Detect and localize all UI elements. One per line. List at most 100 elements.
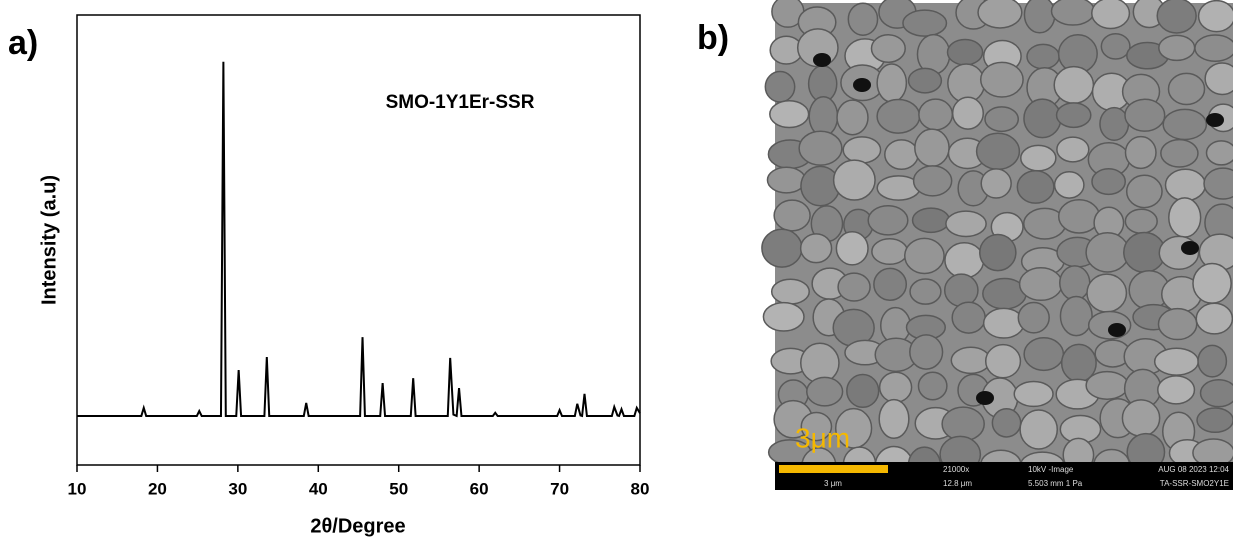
grain (1020, 144, 1057, 172)
info-text: 5.503 mm 1 Pa (1028, 479, 1083, 488)
x-tick-label: 30 (228, 479, 247, 498)
panel-label: a) (8, 24, 38, 62)
grain (798, 130, 843, 166)
grain (1019, 409, 1059, 450)
annotation: SMO-1Y1Er-SSR (386, 92, 535, 113)
grain (1197, 0, 1233, 33)
grain (917, 371, 948, 401)
info-text: TA-SSR-SMO2Y1E (1160, 479, 1229, 488)
grain (1199, 378, 1233, 408)
grain (1050, 0, 1096, 26)
grain (1121, 399, 1161, 437)
grain (943, 273, 979, 308)
grain (1124, 135, 1157, 170)
x-tick-label: 70 (550, 479, 569, 498)
grain (977, 0, 1023, 29)
grain (1018, 267, 1063, 302)
grain (984, 343, 1022, 379)
grain (1124, 208, 1158, 235)
grain (1091, 0, 1131, 30)
sem-image (761, 0, 1233, 485)
pore (1181, 241, 1199, 255)
x-axis-label: 2θ/Degree (310, 515, 405, 537)
grain (876, 98, 921, 134)
grain (867, 204, 909, 236)
grain (1023, 337, 1065, 372)
grain (1086, 273, 1128, 313)
grain (909, 334, 944, 370)
grain (1026, 43, 1060, 70)
panel-label: b) (697, 19, 729, 57)
grain (902, 9, 948, 37)
grain (1125, 174, 1163, 209)
grain (762, 301, 805, 332)
grain (871, 238, 909, 266)
grain (1197, 344, 1228, 378)
info-text: 10kV -Image (1028, 465, 1074, 474)
grain (773, 199, 811, 232)
pore (1206, 113, 1224, 127)
pore (1108, 323, 1126, 337)
grain (912, 165, 953, 197)
grain (1203, 167, 1233, 200)
info-text: 3 μm (824, 479, 842, 488)
grain (1055, 102, 1092, 129)
grain (806, 376, 844, 407)
pore (853, 78, 871, 92)
grain (1053, 171, 1085, 199)
x-tick-label: 10 (68, 479, 87, 498)
grain (835, 231, 869, 266)
grain (991, 408, 1022, 438)
grain (1160, 138, 1199, 168)
grain (975, 132, 1021, 171)
grain (904, 237, 945, 275)
grain (951, 96, 985, 130)
grain (1153, 347, 1200, 376)
grain (1157, 307, 1198, 341)
grain (1205, 140, 1233, 166)
grain (1192, 262, 1232, 304)
grain (979, 233, 1017, 272)
grain (870, 34, 906, 64)
x-tick-label: 80 (631, 479, 650, 498)
grain (1023, 0, 1056, 34)
grain (907, 67, 943, 94)
grain (884, 139, 919, 170)
grain (873, 267, 908, 302)
grain (1087, 310, 1132, 340)
grain (847, 2, 879, 36)
info-text: 12.8 μm (943, 479, 972, 488)
grain (769, 100, 810, 129)
grain (770, 278, 810, 305)
grain (944, 241, 985, 279)
plot-frame (76, 14, 641, 466)
grain (1013, 380, 1054, 408)
grain (1124, 98, 1166, 132)
grain (911, 207, 951, 234)
grain (1157, 375, 1196, 405)
grain (950, 346, 992, 375)
grain (1099, 106, 1130, 141)
grain (1167, 72, 1206, 106)
grain (846, 373, 880, 409)
grain (1162, 108, 1208, 141)
grain (832, 159, 876, 201)
grain (1059, 265, 1091, 301)
grain (878, 398, 910, 440)
grain (764, 70, 796, 103)
grain (982, 307, 1025, 339)
grain (1085, 370, 1129, 400)
grain (909, 278, 942, 305)
grain (878, 371, 913, 404)
grain (1017, 301, 1050, 334)
grain (1156, 0, 1197, 34)
pore (813, 53, 831, 67)
info-text: 21000x (943, 465, 969, 474)
grain (1023, 98, 1062, 139)
grain (1164, 168, 1207, 202)
info-text: AUG 08 2023 12:04 (1158, 465, 1229, 474)
grain (979, 61, 1024, 98)
xrd-line (77, 61, 641, 418)
grain (1016, 169, 1055, 204)
